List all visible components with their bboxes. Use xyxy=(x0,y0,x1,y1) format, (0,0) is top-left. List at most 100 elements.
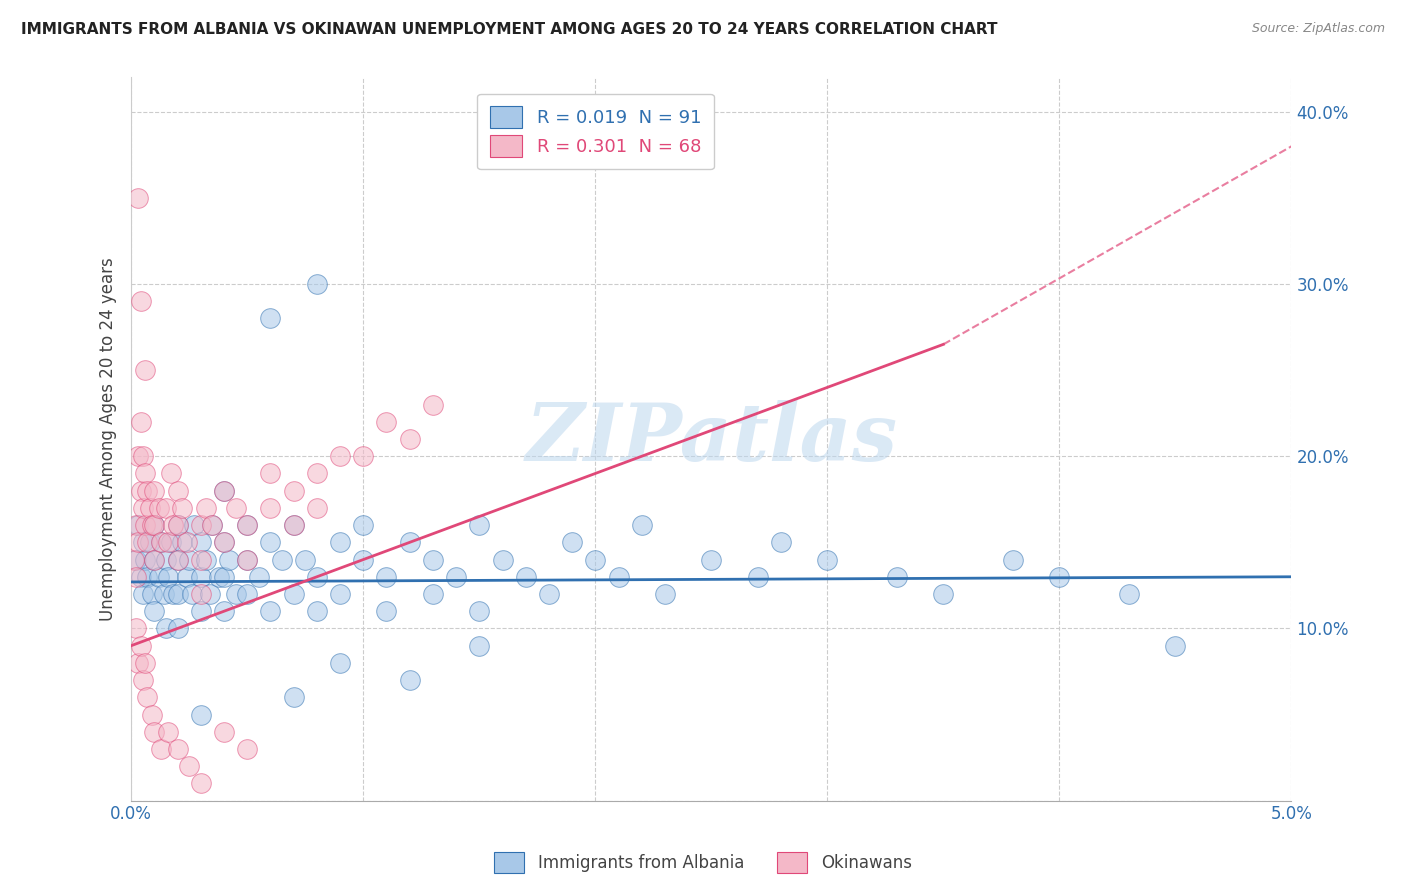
Point xyxy=(537,587,560,601)
Point xyxy=(630,518,652,533)
Point xyxy=(212,570,235,584)
Point xyxy=(212,483,235,498)
Point xyxy=(190,587,212,601)
Point xyxy=(155,552,177,566)
Point xyxy=(148,570,170,584)
Point xyxy=(150,535,173,549)
Point xyxy=(183,518,205,533)
Point xyxy=(352,518,374,533)
Point xyxy=(259,535,281,549)
Point xyxy=(143,518,166,533)
Point xyxy=(166,518,188,533)
Point xyxy=(294,552,316,566)
Point xyxy=(198,587,221,601)
Point xyxy=(259,467,281,481)
Point xyxy=(236,518,259,533)
Point xyxy=(398,432,420,446)
Point xyxy=(329,656,352,670)
Point xyxy=(176,570,198,584)
Point xyxy=(352,449,374,463)
Point xyxy=(139,535,162,549)
Point xyxy=(398,535,420,549)
Point xyxy=(190,570,212,584)
Point xyxy=(212,535,235,549)
Point xyxy=(305,277,328,291)
Point xyxy=(127,656,149,670)
Point xyxy=(134,467,156,481)
Point xyxy=(150,535,173,549)
Point xyxy=(179,552,201,566)
Point xyxy=(654,587,676,601)
Point xyxy=(271,552,294,566)
Point xyxy=(444,570,467,584)
Point xyxy=(134,363,156,377)
Point xyxy=(166,483,188,498)
Point xyxy=(236,552,259,566)
Point xyxy=(583,552,606,566)
Point xyxy=(141,518,163,533)
Point xyxy=(132,535,155,549)
Text: IMMIGRANTS FROM ALBANIA VS OKINAWAN UNEMPLOYMENT AMONG AGES 20 TO 24 YEARS CORRE: IMMIGRANTS FROM ALBANIA VS OKINAWAN UNEM… xyxy=(21,22,998,37)
Point xyxy=(127,518,149,533)
Point xyxy=(236,587,259,601)
Point xyxy=(305,467,328,481)
Point xyxy=(259,500,281,515)
Point xyxy=(125,552,148,566)
Point xyxy=(190,552,212,566)
Point xyxy=(208,570,231,584)
Point xyxy=(1001,552,1024,566)
Point xyxy=(236,518,259,533)
Point xyxy=(179,759,201,773)
Text: ZIPatlas: ZIPatlas xyxy=(526,401,897,478)
Point xyxy=(134,518,156,533)
Point xyxy=(125,518,148,533)
Point xyxy=(190,776,212,790)
Point xyxy=(329,587,352,601)
Point xyxy=(141,587,163,601)
Point xyxy=(422,587,444,601)
Point xyxy=(166,552,188,566)
Point xyxy=(468,518,491,533)
Point xyxy=(127,191,149,205)
Point xyxy=(141,707,163,722)
Point xyxy=(172,535,194,549)
Point xyxy=(143,552,166,566)
Point xyxy=(157,535,180,549)
Legend: R = 0.019  N = 91, R = 0.301  N = 68: R = 0.019 N = 91, R = 0.301 N = 68 xyxy=(477,94,714,169)
Point xyxy=(136,690,159,705)
Point xyxy=(225,587,247,601)
Point xyxy=(148,500,170,515)
Point xyxy=(375,604,398,618)
Point xyxy=(212,724,235,739)
Point xyxy=(129,570,152,584)
Point xyxy=(468,604,491,618)
Point xyxy=(375,570,398,584)
Point xyxy=(305,570,328,584)
Point xyxy=(283,483,305,498)
Point xyxy=(129,639,152,653)
Point xyxy=(212,483,235,498)
Point xyxy=(139,500,162,515)
Point xyxy=(159,535,181,549)
Point xyxy=(162,587,184,601)
Point xyxy=(769,535,792,549)
Point xyxy=(259,311,281,326)
Point xyxy=(129,483,152,498)
Point xyxy=(201,518,224,533)
Point xyxy=(152,587,174,601)
Point xyxy=(190,604,212,618)
Point xyxy=(607,570,630,584)
Point xyxy=(134,656,156,670)
Point xyxy=(157,570,180,584)
Point xyxy=(143,724,166,739)
Point xyxy=(129,415,152,429)
Point xyxy=(129,294,152,309)
Point xyxy=(166,518,188,533)
Point xyxy=(491,552,513,566)
Point xyxy=(1118,587,1140,601)
Point xyxy=(259,604,281,618)
Point xyxy=(212,535,235,549)
Point xyxy=(166,552,188,566)
Point xyxy=(166,742,188,756)
Point xyxy=(305,604,328,618)
